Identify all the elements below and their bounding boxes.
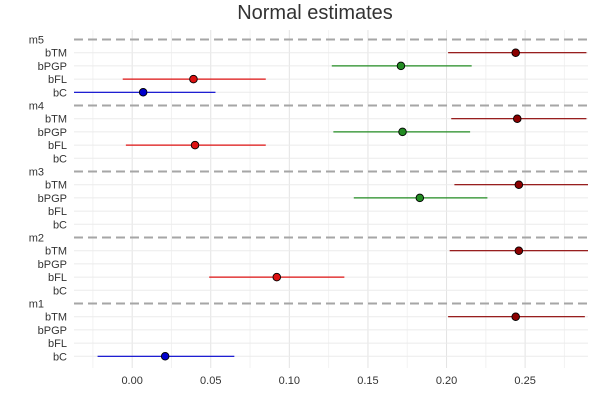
param-label: bTM [45,180,67,192]
param-label: bC [53,153,67,165]
param-label: bC [53,351,67,363]
model-label: m2 [29,233,44,245]
y-axis-labels: m5bTMbPGPbFLbCm4bTMbPGPbFLbCm3bTMbPGPbFL… [29,35,67,364]
param-label: bFL [48,74,67,86]
param-label: bFL [48,206,67,218]
param-label: bPGP [38,127,67,139]
estimate-point [396,61,406,71]
estimate-point [398,127,407,137]
estimate-point [138,88,148,97]
param-label: bC [53,219,67,231]
param-label: bPGP [38,193,67,205]
x-tick-label: 0.05 [200,375,221,387]
estimate-point [415,193,425,203]
param-label: bC [53,87,67,99]
estimate-point [511,312,520,321]
param-label: bFL [48,338,67,350]
estimate-point [190,140,200,150]
x-tick-label: 0.10 [279,375,300,387]
estimate-point [514,180,524,189]
estimate-point [189,74,198,84]
estimate-point [511,48,520,57]
param-label: bTM [45,312,67,324]
estimate-marks [74,48,588,361]
estimate-point [514,246,524,255]
chart-title: Normal estimates [237,2,393,24]
model-label: m4 [29,101,44,113]
param-label: bC [53,285,67,297]
model-label: m3 [29,167,44,179]
model-label: m1 [29,299,44,311]
x-tick-label: 0.25 [514,375,535,387]
param-label: bPGP [38,61,67,73]
param-label: bTM [45,48,67,60]
param-label: bPGP [38,259,67,271]
param-label: bTM [45,114,67,126]
x-tick-label: 0.20 [436,375,457,387]
model-label: m5 [29,35,44,47]
estimate-point [160,352,170,361]
x-axis-ticks: 0.00 0.05 0.10 0.15 0.20 0.25 [121,375,535,387]
estimate-point [272,272,282,282]
param-label: bTM [45,246,67,258]
x-tick-label: 0.15 [357,375,378,387]
param-label: bPGP [38,325,67,337]
x-tick-label: 0.00 [121,375,142,387]
param-label: bFL [48,140,67,152]
model-separators [74,38,588,305]
estimate-point [513,114,522,123]
param-label: bFL [48,272,67,284]
